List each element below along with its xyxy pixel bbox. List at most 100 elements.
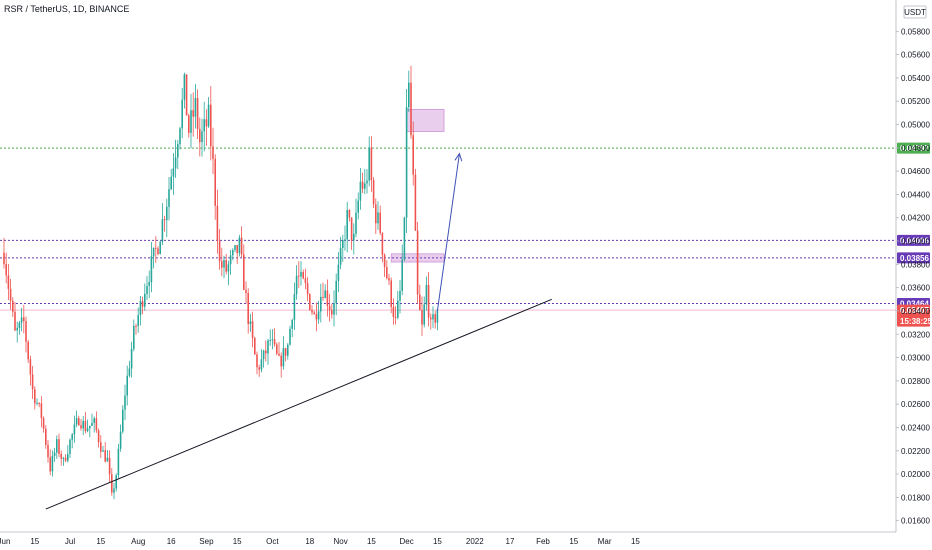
- candle-body: [192, 110, 194, 117]
- drawings[interactable]: [45, 152, 552, 510]
- candle-body: [216, 205, 219, 241]
- candle-body: [12, 300, 14, 312]
- up-candle: [353, 223, 355, 255]
- candle-body: [185, 74, 188, 116]
- up-candle: [102, 445, 104, 452]
- candle-body: [247, 292, 249, 325]
- candle-body: [273, 339, 276, 345]
- down-candle: [100, 435, 102, 458]
- price-level-tag[interactable]: 0.04797: [897, 142, 930, 154]
- price-tag-label: 0.04797: [900, 144, 929, 153]
- candle-body: [9, 288, 12, 301]
- down-candle: [298, 261, 300, 289]
- time-tick-label: 2022: [466, 537, 484, 546]
- countdown-label: 15:38:25: [900, 317, 932, 326]
- up-candle: [62, 456, 65, 466]
- candle-body: [381, 233, 384, 255]
- price-level-tag[interactable]: 0.03856: [897, 252, 930, 264]
- up-candle: [377, 201, 379, 230]
- up-candle: [249, 313, 252, 332]
- up-candle: [152, 247, 155, 269]
- candle-body: [205, 119, 208, 127]
- up-candle: [150, 241, 153, 293]
- down-candle: [12, 297, 14, 317]
- up-candle: [300, 261, 302, 286]
- down-candle: [135, 323, 137, 335]
- down-candle: [280, 352, 282, 378]
- up-candle: [190, 93, 192, 149]
- up-candle: [174, 139, 177, 178]
- up-candle: [344, 225, 346, 251]
- down-candle: [265, 340, 267, 362]
- up-candle: [227, 260, 230, 286]
- candle-body: [102, 450, 104, 452]
- candle-body: [141, 301, 144, 307]
- price-level-tag[interactable]: 0.04006: [897, 234, 930, 246]
- up-candle: [183, 72, 186, 109]
- down-candle: [276, 342, 278, 356]
- price-tick-label: 0.05800: [901, 27, 930, 36]
- down-candle: [188, 113, 190, 138]
- time-axis[interactable]: Jun 15 Jul 15 Aug 16 Sep 15 Oct 18 Nov 15 Dec 15 2022 1…: [0, 531, 896, 546]
- price-tick-label: 0.04200: [901, 214, 930, 223]
- candle-body: [403, 217, 406, 260]
- down-candle: [199, 117, 201, 157]
- candle-body: [91, 422, 93, 426]
- down-candle: [410, 65, 412, 139]
- candle-body: [113, 488, 115, 493]
- candle-body: [265, 350, 267, 354]
- up-candle: [56, 435, 58, 459]
- candle-body: [313, 312, 315, 315]
- candle-body: [159, 241, 161, 255]
- down-candle: [311, 305, 313, 316]
- candle-body: [177, 144, 179, 158]
- candle-body: [95, 418, 98, 431]
- time-tick-label: Oct: [266, 537, 279, 546]
- candle-body: [397, 300, 399, 318]
- currency-label[interactable]: USDT: [903, 5, 927, 19]
- candle-body: [414, 174, 417, 231]
- up-candle: [271, 329, 274, 350]
- candle-body: [47, 444, 49, 458]
- candle-body: [207, 104, 210, 127]
- candle-body: [379, 212, 381, 234]
- up-candle: [403, 216, 406, 262]
- up-candle: [170, 169, 172, 191]
- price-level-tag[interactable]: 0.03407 15:38:25: [897, 304, 932, 327]
- projection-arrow[interactable]: [436, 153, 460, 312]
- price-tag-box: [897, 252, 930, 264]
- up-candle: [73, 415, 76, 443]
- candle-body: [315, 314, 318, 320]
- candle-body: [289, 328, 291, 345]
- candle-body: [256, 354, 258, 368]
- down-candle: [3, 238, 5, 269]
- highlight-zone-1[interactable]: [406, 108, 445, 132]
- up-candle: [408, 70, 410, 113]
- down-candle: [326, 279, 329, 317]
- candle-body: [432, 314, 434, 320]
- candle-body: [183, 74, 186, 100]
- candle-body: [203, 119, 205, 132]
- candle-body: [221, 261, 223, 268]
- down-candle: [185, 74, 188, 116]
- up-candle: [262, 349, 265, 368]
- up-candle: [295, 265, 298, 300]
- price-axis[interactable]: 0.05800 0.05600 0.05400 0.05200 0.05000 0.048…: [895, 0, 930, 532]
- up-candle: [232, 248, 234, 261]
- down-candle: [390, 277, 392, 314]
- arrow-head: [454, 152, 463, 162]
- down-candle: [218, 229, 221, 270]
- up-candle: [401, 244, 403, 296]
- down-candle: [258, 364, 260, 377]
- candle-body: [124, 395, 126, 410]
- candle-body: [353, 233, 355, 241]
- down-candle: [210, 86, 212, 161]
- down-candle: [23, 304, 25, 334]
- candle-body: [421, 310, 423, 325]
- candle-body: [368, 147, 370, 181]
- trendline[interactable]: [45, 298, 552, 510]
- candle-body: [269, 340, 271, 342]
- up-candle: [432, 306, 434, 328]
